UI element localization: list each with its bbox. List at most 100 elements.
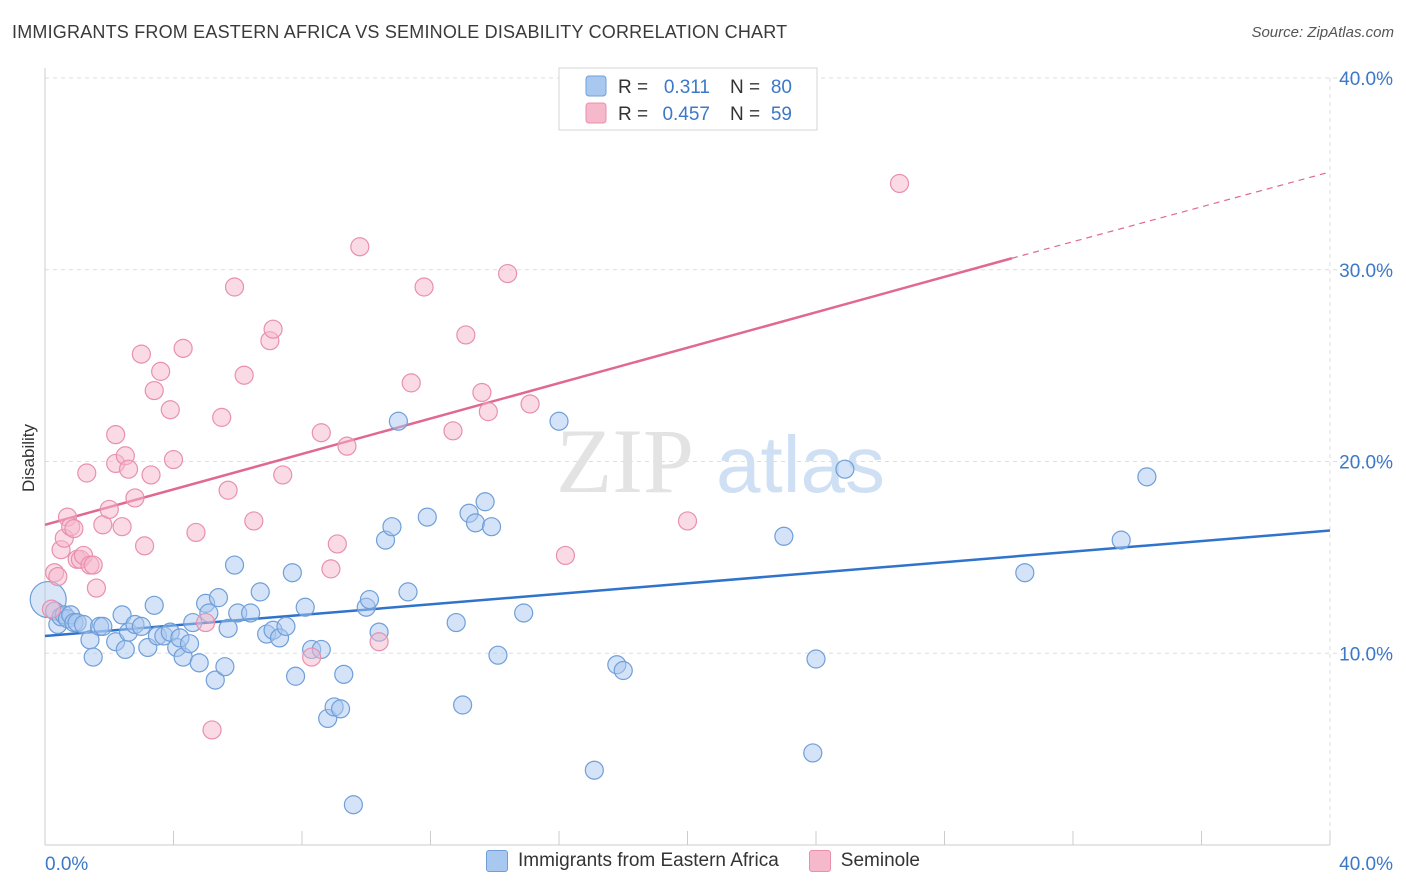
legend-top: R = 0.311 N = 80 R = 0.457 N = 59: [558, 67, 818, 131]
point-immigrants: [285, 666, 306, 686]
point-seminole: [212, 407, 232, 427]
point-immigrants: [205, 670, 225, 690]
point-immigrants: [131, 616, 151, 637]
point-immigrants: [250, 582, 270, 602]
point-immigrants: [218, 618, 238, 638]
legend-label-seminole: Seminole: [840, 850, 920, 871]
point-immigrants: [189, 653, 209, 673]
point-seminole: [131, 344, 151, 364]
point-seminole: [456, 325, 476, 345]
point-immigrants: [549, 411, 569, 431]
point-seminole: [64, 519, 84, 539]
legend-r-label-1: R =: [618, 77, 648, 98]
trend-line-seminole-extension: [1011, 171, 1331, 259]
legend-n-value-2: 59: [771, 104, 792, 125]
point-immigrants: [803, 743, 823, 763]
point-seminole: [77, 463, 97, 483]
point-seminole: [414, 277, 434, 297]
point-seminole: [112, 517, 132, 537]
legend-label-immigrants: Immigrants from Eastern Africa: [517, 850, 779, 871]
points-seminole: [41, 173, 910, 740]
point-immigrants: [774, 526, 794, 546]
point-immigrants: [179, 634, 200, 654]
point-immigrants: [276, 616, 296, 637]
point-seminole: [144, 380, 164, 401]
x-tick-label: 40.0%: [1339, 854, 1393, 875]
point-seminole: [41, 599, 62, 619]
point-immigrants: [241, 603, 261, 623]
point-seminole: [311, 423, 331, 443]
point-immigrants: [417, 507, 437, 527]
y-tick-label: 20.0%: [1339, 453, 1393, 474]
point-seminole: [141, 465, 161, 485]
y-tick-label: 30.0%: [1339, 261, 1393, 282]
point-immigrants: [215, 657, 235, 677]
point-immigrants: [359, 589, 380, 610]
axes: [44, 68, 1331, 846]
point-immigrants: [584, 760, 604, 780]
point-immigrants: [382, 517, 402, 537]
y-axis-label: Disability: [19, 423, 38, 492]
point-immigrants: [514, 603, 534, 623]
point-immigrants: [208, 588, 229, 608]
point-immigrants: [1137, 467, 1157, 487]
y-tick-label: 40.0%: [1339, 69, 1393, 90]
point-seminole: [202, 720, 222, 740]
point-seminole: [244, 511, 264, 531]
point-seminole: [327, 534, 347, 554]
point-immigrants: [282, 563, 302, 583]
point-immigrants: [1015, 563, 1035, 583]
point-seminole: [273, 465, 293, 485]
legend-r-value-1: 0.311: [664, 77, 710, 98]
point-immigrants: [112, 605, 132, 625]
point-immigrants: [613, 660, 633, 681]
point-immigrants: [224, 555, 245, 575]
point-seminole: [218, 480, 238, 500]
point-seminole: [234, 365, 254, 385]
point-seminole: [350, 237, 370, 257]
point-immigrants: [835, 459, 855, 479]
point-immigrants: [806, 649, 826, 669]
point-seminole: [118, 459, 139, 479]
point-seminole: [134, 536, 155, 556]
point-seminole: [99, 499, 119, 520]
point-seminole: [196, 612, 216, 633]
point-seminole: [520, 394, 540, 414]
y-tick-labels: 10.0% 20.0% 30.0% 40.0%: [1339, 69, 1393, 665]
point-seminole: [498, 263, 518, 284]
watermark-atlas: atlas: [716, 420, 885, 509]
legend-bottom: Immigrants from Eastern Africa Seminole: [0, 850, 1406, 872]
point-seminole: [401, 373, 421, 393]
point-seminole: [677, 511, 698, 531]
trend-line-immigrants: [44, 529, 1331, 638]
legend-r-label-2: R =: [618, 104, 648, 125]
point-immigrants: [398, 582, 418, 602]
point-immigrants: [334, 664, 354, 684]
point-seminole: [472, 382, 492, 403]
point-immigrants: [488, 645, 508, 665]
point-immigrants: [1111, 530, 1131, 550]
legend-swatch-pink: [585, 102, 607, 124]
point-immigrants: [93, 616, 113, 637]
point-immigrants: [465, 513, 486, 533]
point-immigrants: [388, 411, 408, 431]
point-seminole: [86, 578, 107, 598]
point-seminole: [83, 555, 103, 575]
point-immigrants: [475, 492, 495, 512]
point-immigrants: [83, 647, 103, 667]
point-seminole: [263, 319, 283, 339]
trend-lines: [44, 171, 1331, 638]
point-seminole: [173, 338, 193, 358]
point-immigrants: [481, 517, 502, 537]
point-immigrants: [295, 597, 315, 617]
point-immigrants: [144, 595, 164, 615]
point-immigrants: [343, 795, 363, 815]
point-seminole: [337, 436, 357, 456]
point-seminole: [224, 277, 245, 297]
point-seminole: [186, 522, 206, 543]
point-seminole: [151, 361, 171, 381]
legend-n-label-1: N =: [730, 77, 760, 98]
point-seminole: [302, 647, 322, 667]
legend-swatch-immigrants: [485, 850, 508, 872]
